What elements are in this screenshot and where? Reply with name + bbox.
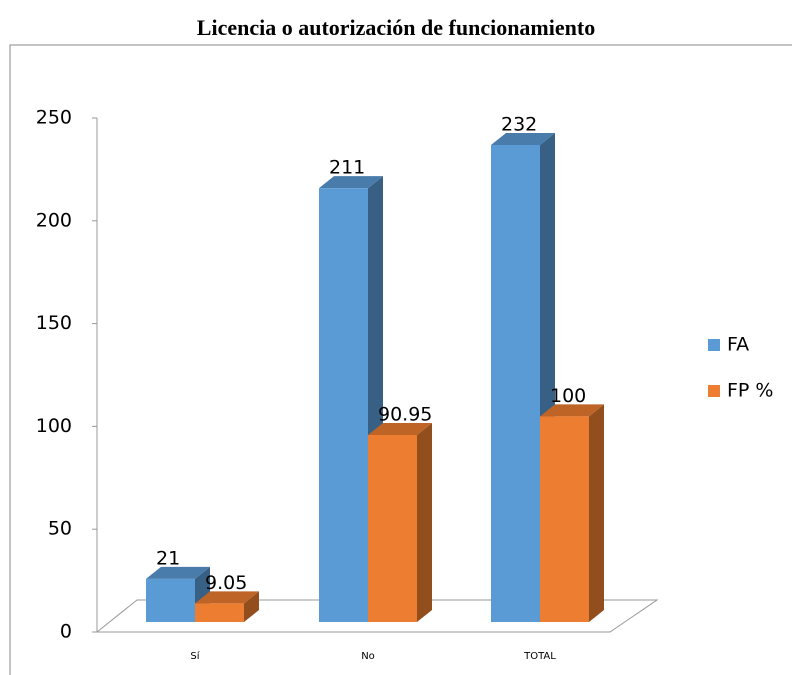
legend-label: FP % — [727, 380, 773, 402]
bar — [195, 591, 259, 622]
data-label: 90.95 — [378, 404, 432, 426]
data-label: 100 — [550, 385, 586, 407]
legend-swatch — [708, 385, 720, 397]
bar-front — [146, 578, 195, 622]
bar-top — [319, 176, 383, 189]
bar-side — [417, 423, 432, 622]
data-label: 21 — [156, 547, 180, 569]
y-tick-label: 150 — [36, 312, 72, 334]
legend-swatch — [708, 339, 720, 351]
chart-frame — [9, 44, 792, 675]
y-tick-label: 100 — [36, 415, 72, 437]
bar-top — [195, 591, 259, 604]
x-tick-label: TOTAL — [523, 651, 556, 662]
x-tick-label: No — [361, 651, 375, 662]
bar — [368, 423, 432, 622]
data-label: 232 — [501, 114, 537, 136]
bar-front — [368, 435, 417, 622]
bar-front — [319, 188, 368, 622]
bar-side — [589, 404, 604, 622]
y-tick-label: 250 — [36, 107, 72, 129]
legend-label: FA — [727, 334, 749, 356]
data-label: 9.05 — [205, 572, 247, 594]
bar-top — [368, 423, 432, 436]
bar-front — [540, 416, 589, 622]
x-tick-label: Sí — [190, 650, 200, 662]
data-label: 211 — [329, 157, 365, 179]
bar-top — [146, 566, 210, 579]
bar-side — [244, 591, 259, 622]
y-tick-label: 50 — [48, 518, 72, 540]
chart-title: Licencia o autorización de funcionamient… — [197, 15, 595, 40]
bar-top — [491, 133, 555, 146]
y-tick-label: 0 — [60, 621, 72, 643]
bar — [540, 404, 604, 622]
bar-top — [540, 404, 604, 417]
bar-front — [195, 603, 244, 622]
y-tick-label: 200 — [36, 209, 72, 231]
bar-front — [491, 145, 540, 622]
